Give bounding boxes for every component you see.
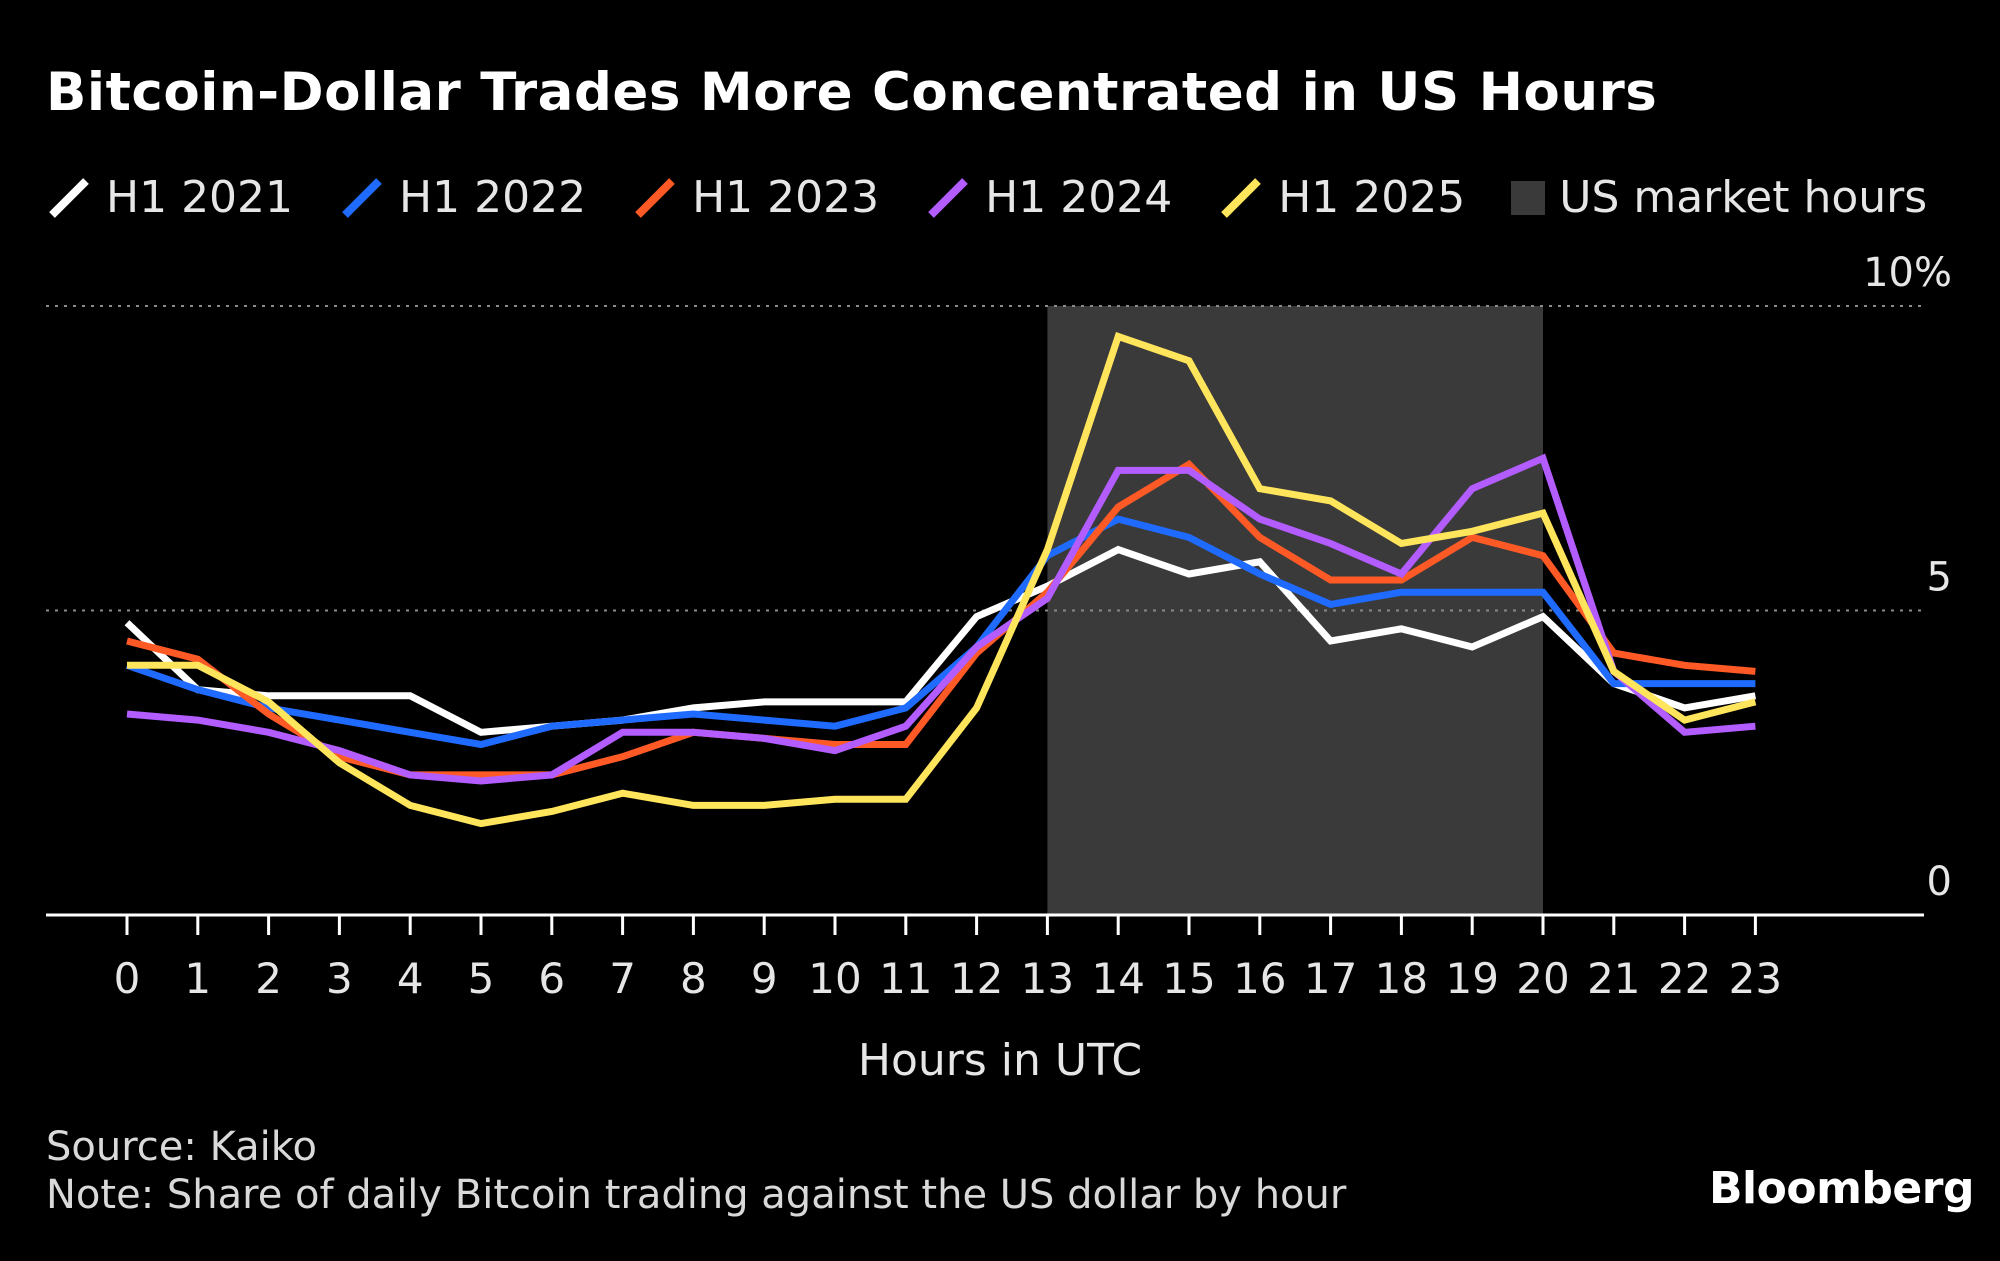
legend-item-h1-2024: H1 2024	[925, 172, 1172, 223]
legend-band-swatch	[1511, 180, 1546, 215]
series-line-h1-2025	[127, 332, 1757, 828]
chart-title: Bitcoin-Dollar Trades More Concentrated …	[46, 62, 1658, 123]
legend-item-h1-2025: H1 2025	[1218, 172, 1465, 223]
x-tick-label: 5	[468, 954, 495, 1003]
x-tick-label: 7	[609, 954, 636, 1003]
x-tick-label: 22	[1658, 954, 1711, 1003]
x-tick-label: 19	[1445, 954, 1498, 1003]
legend-swatch-icon	[1221, 177, 1262, 218]
x-tick-label: 13	[1021, 954, 1074, 1003]
legend-label: H1 2021	[106, 172, 294, 223]
x-tick-label: 9	[751, 954, 778, 1003]
x-tick-label: 14	[1091, 954, 1144, 1003]
bloomberg-logo: Bloomberg	[1709, 1163, 1974, 1214]
x-tick-label: 17	[1304, 954, 1357, 1003]
legend-item-us-market-hours: US market hours	[1511, 172, 1927, 223]
legend-item-h1-2022: H1 2022	[339, 172, 586, 223]
legend-swatch-icon	[928, 177, 968, 218]
x-tick-label: 21	[1587, 954, 1640, 1003]
y-tick-label: 10%	[1863, 250, 1952, 296]
x-tick-label: 10	[808, 954, 861, 1003]
legend-label: H1 2024	[985, 172, 1173, 223]
series-line-h1-2021	[124, 545, 1756, 736]
x-tick-label: 12	[950, 954, 1003, 1003]
series-line-h1-2024	[126, 453, 1756, 785]
x-tick-label: 1	[184, 954, 211, 1003]
legend-item-h1-2021: H1 2021	[46, 172, 293, 223]
x-tick-label: 0	[114, 954, 141, 1003]
legend-label: US market hours	[1559, 172, 1928, 223]
x-tick-label: 20	[1516, 954, 1569, 1003]
legend-swatch-icon	[49, 177, 89, 218]
series-line-h1-2022	[125, 515, 1756, 749]
legend: H1 2021 H1 2022 H1 2023 H1 2024 H1 2025 …	[46, 172, 1973, 223]
y-tick-label: 5	[1927, 555, 1952, 601]
legend-label: H1 2022	[399, 172, 587, 223]
y-tick-label: 0	[1927, 859, 1952, 905]
x-tick-label: 4	[397, 954, 424, 1003]
x-tick-label: 15	[1162, 954, 1215, 1003]
x-tick-label: 23	[1729, 954, 1782, 1003]
x-tick-label: 2	[255, 954, 282, 1003]
x-tick-label: 3	[326, 954, 353, 1003]
legend-label: H1 2025	[1278, 172, 1466, 223]
x-axis-title: Hours in UTC	[858, 1035, 1142, 1086]
legend-item-h1-2023: H1 2023	[632, 172, 879, 223]
x-tick-label: 18	[1375, 954, 1428, 1003]
legend-label: H1 2023	[692, 172, 880, 223]
legend-swatch-icon	[342, 177, 382, 218]
footnote: Note: Share of daily Bitcoin trading aga…	[46, 1172, 1347, 1218]
x-tick-label: 11	[879, 954, 932, 1003]
x-tick-label: 8	[680, 954, 707, 1003]
x-tick-label: 16	[1233, 954, 1286, 1003]
legend-swatch-icon	[635, 177, 675, 218]
x-tick-label: 6	[538, 954, 565, 1003]
source-note: Source: Kaiko	[46, 1124, 317, 1170]
